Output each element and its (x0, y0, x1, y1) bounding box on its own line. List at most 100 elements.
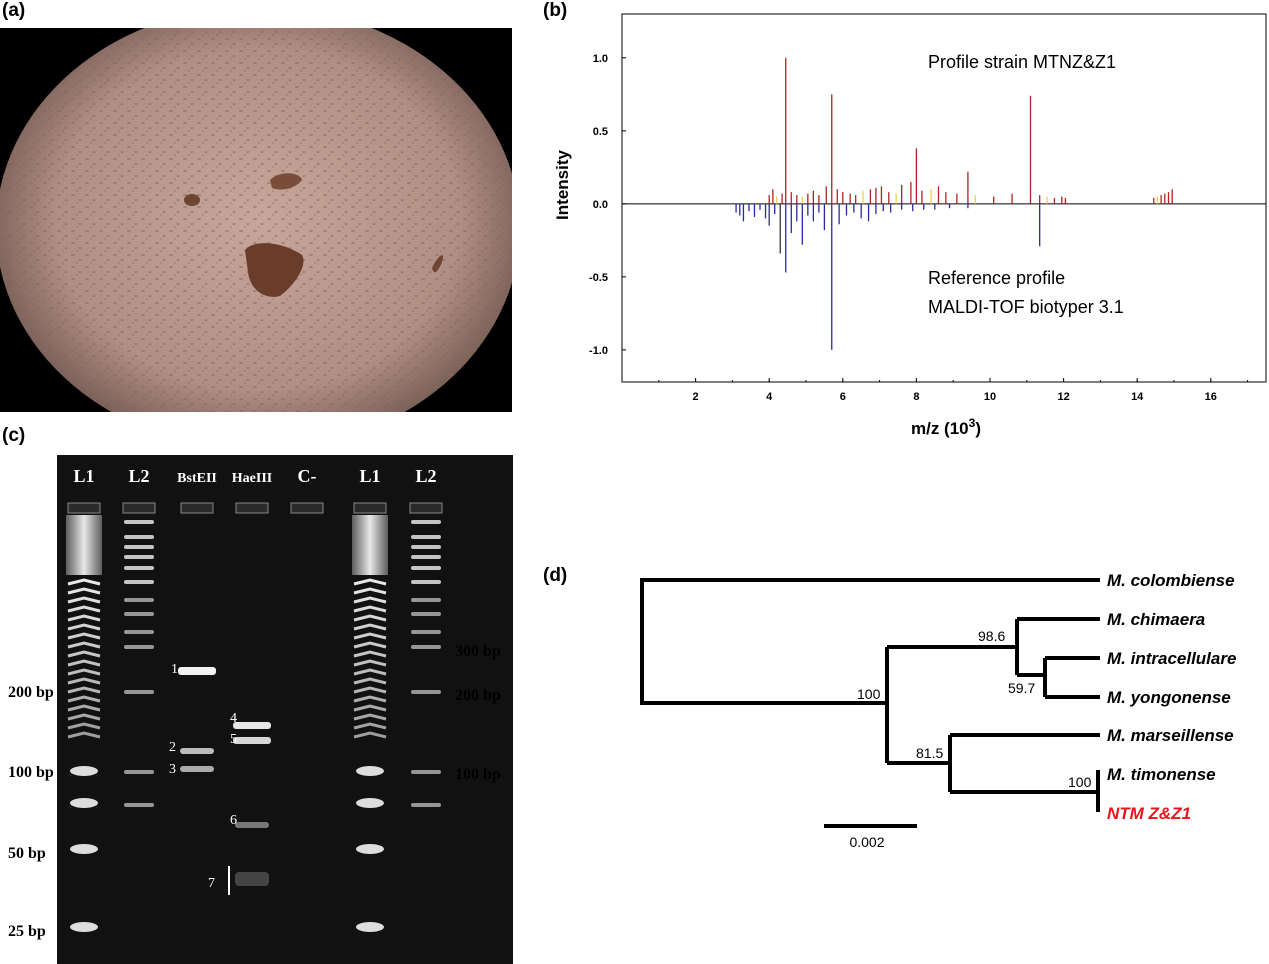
gel-ladder-band (353, 596, 387, 604)
gel-ladder-band (124, 566, 154, 570)
x-tick-label: 2 (693, 391, 699, 403)
gel-band-4 (233, 722, 271, 729)
y-tick-label: 0.0 (593, 199, 608, 211)
panel-d-label: (d) (543, 565, 568, 586)
spectrum-xlabel-sup: 3 (969, 416, 976, 430)
gel-ladder-band (67, 677, 101, 685)
gel-band-label: 7 (208, 876, 215, 891)
gel-ladder-band (353, 722, 387, 730)
gel-ladder-band (70, 844, 98, 854)
gel-size-marker-right: 200 bp (455, 687, 501, 704)
gel-ladder-band (67, 695, 101, 703)
gel-size-marker-right: 300 bp (455, 643, 501, 660)
gel-ladder-band (67, 632, 101, 640)
panel-c-label: (c) (2, 425, 26, 446)
gel-ladder-band (353, 686, 387, 694)
gel-ladder-band (353, 713, 387, 721)
gel-lane-label: L2 (128, 466, 149, 486)
spectrum-xlabel: m/z (103) (911, 416, 981, 438)
tree-taxon: M. timonense (1107, 765, 1216, 784)
tree-bootstrap: 98.6 (978, 628, 1005, 644)
gel-band-5 (233, 737, 271, 744)
gel-ladder-band (411, 580, 441, 584)
gel-ladder-band (67, 587, 101, 595)
spectrum-annotation-top: Profile strain MTNZ&Z1 (928, 52, 1116, 72)
gel-ladder-band (353, 632, 387, 640)
gel-ladder-band (124, 520, 154, 524)
gel-ladder-band (353, 578, 387, 586)
gel-ladder-band (411, 690, 441, 694)
gel-ladder-band (67, 659, 101, 667)
gel-band-6 (235, 822, 269, 828)
gel-ladder-band (67, 704, 101, 712)
tree-taxon: M. chimaera (1107, 610, 1205, 629)
gel-well (180, 502, 214, 514)
gel-ladder-band (411, 555, 441, 559)
gel-ladder-band (353, 650, 387, 658)
gel-ladder-band (124, 645, 154, 649)
gel-ladder-band (67, 713, 101, 721)
gel-ladder-band (356, 766, 384, 776)
gel-ladder-band (353, 704, 387, 712)
x-tick-label: 8 (913, 391, 919, 403)
gel-band-label: 3 (169, 762, 176, 777)
gel-band-3 (180, 766, 214, 772)
tree-taxon: M. intracellulare (1107, 649, 1236, 668)
tree-taxon: M. yongonense (1107, 688, 1231, 707)
gel-ladder-band (353, 587, 387, 595)
gel-ladder-band (124, 535, 154, 539)
gel-ladder-band (411, 535, 441, 539)
gel-ladder-band (67, 686, 101, 694)
gel-band-label: 5 (230, 732, 237, 747)
gel-ladder-band (67, 623, 101, 631)
gel-ladder-smear (352, 515, 388, 575)
gel-ladder-band (124, 598, 154, 602)
gel-ladder-band (353, 695, 387, 703)
gel-ladder-band (411, 803, 441, 807)
gel-lane-label: HaeIII (232, 471, 272, 486)
x-tick-label: 12 (1057, 391, 1069, 403)
spectrum-annotation-bottom-2: MALDI-TOF biotyper 3.1 (928, 297, 1124, 317)
gel-ladder-band (124, 580, 154, 584)
gel-ladder-band (124, 555, 154, 559)
gel-ladder-band (353, 668, 387, 676)
gel-ladder-smear (66, 515, 102, 575)
tree-taxon: M. marseillense (1107, 726, 1234, 745)
gel-band-label: 6 (230, 813, 237, 828)
gel-ladder-band (411, 645, 441, 649)
gel-ladder-band (124, 690, 154, 694)
gel-ladder-band (67, 668, 101, 676)
gel-ladder-band (356, 844, 384, 854)
gel-ladder-band (124, 770, 154, 774)
x-tick-label: 16 (1205, 391, 1217, 403)
panel-b-label: (b) (543, 0, 568, 21)
gel-well (353, 502, 387, 514)
gel-lane-label: L2 (415, 466, 436, 486)
gel-size-marker-left: 200 bp (8, 684, 54, 701)
gel-band-label: 4 (230, 711, 237, 726)
gel-lane-label: C- (298, 466, 317, 486)
gel-size-marker-right: 100 bp (455, 766, 501, 783)
gel-ladder-band (67, 722, 101, 730)
gel-well (122, 502, 156, 514)
tree-bootstrap: 81.5 (916, 745, 943, 761)
gel-ladder-band (70, 798, 98, 808)
tree-bootstrap: 59.7 (1008, 680, 1035, 696)
gel-ladder-band (411, 630, 441, 634)
gel-ladder-band (353, 623, 387, 631)
x-tick-label: 14 (1131, 391, 1144, 403)
gel-well (235, 502, 269, 514)
y-tick-label: -0.5 (589, 272, 608, 284)
x-tick-label: 4 (766, 391, 773, 403)
y-tick-label: -1.0 (589, 345, 608, 357)
gel-ladder-band (70, 766, 98, 776)
tree-bootstrap: 100 (1068, 774, 1092, 790)
gel-ladder-band (70, 922, 98, 932)
gel-well (67, 502, 101, 514)
spectrum-frame (621, 13, 1267, 383)
gel-ladder-band (411, 770, 441, 774)
gel-ladder-band (353, 614, 387, 622)
gel-lane-label: L1 (73, 466, 94, 486)
